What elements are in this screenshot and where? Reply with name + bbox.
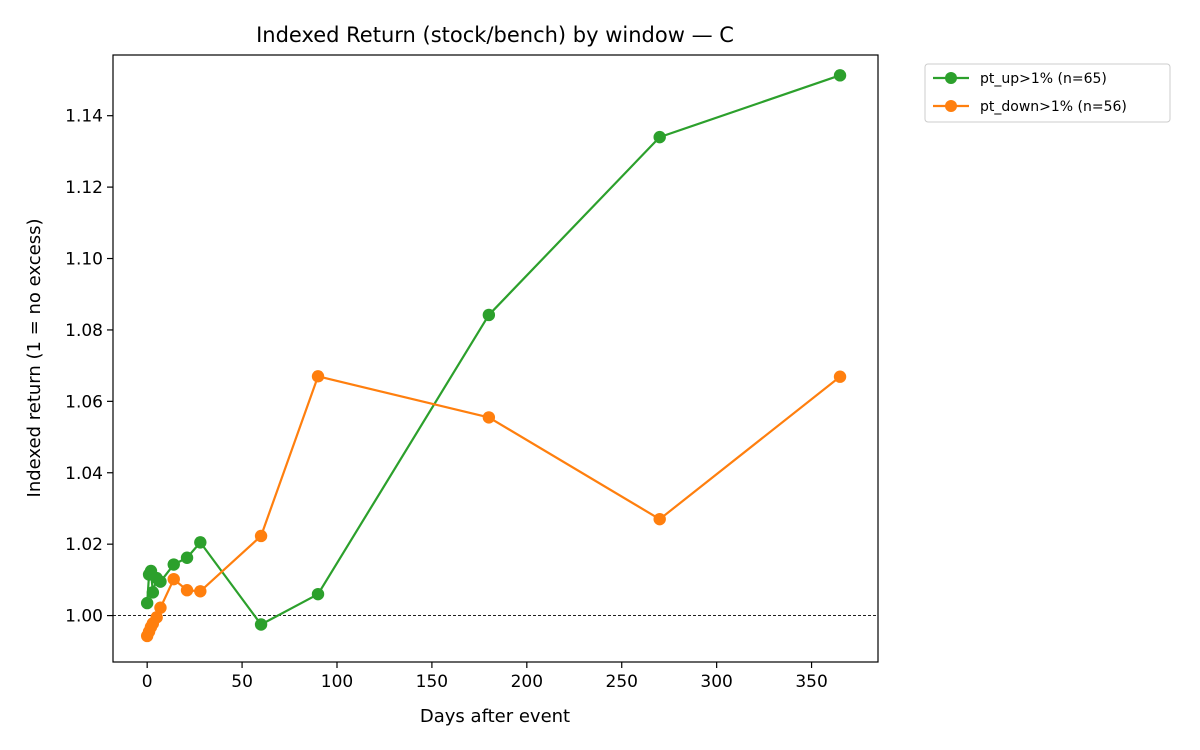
data-point: [167, 558, 180, 571]
data-point: [833, 69, 847, 82]
data-point: [180, 584, 194, 597]
data-point: [311, 587, 325, 601]
x-tick-label: 350: [795, 672, 827, 692]
data-point: [254, 529, 268, 543]
x-tick-label: 0: [142, 672, 153, 692]
legend-marker: [945, 100, 957, 112]
y-tick-label: 1.10: [65, 250, 103, 270]
y-axis-label: Indexed return (1 = no excess): [24, 219, 45, 498]
x-tick-label: 150: [416, 672, 448, 692]
data-point: [150, 611, 163, 624]
legend-box: [924, 63, 1171, 123]
data-point: [482, 308, 496, 322]
y-tick-label: 1.08: [65, 321, 103, 341]
data-point: [154, 601, 167, 614]
y-tick-label: 1.06: [65, 392, 103, 412]
data-point: [194, 536, 207, 549]
data-point: [167, 572, 180, 586]
plot-area: [113, 55, 878, 662]
data-point: [180, 551, 194, 564]
data-point: [482, 411, 496, 424]
x-tick-label: 50: [231, 672, 253, 692]
series-2: [140, 370, 847, 643]
y-tick-label: 1.04: [65, 464, 103, 484]
data-point: [254, 618, 268, 631]
data-point: [194, 585, 207, 598]
legend-label: pt_up>1% (n=65): [980, 71, 1107, 87]
x-tick-label: 300: [700, 672, 732, 692]
y-tick-label: 1.12: [65, 178, 103, 198]
data-point: [140, 596, 154, 610]
data-point: [833, 370, 847, 383]
series-layer: [140, 69, 847, 643]
legend-label: pt_down>1% (n=56): [980, 99, 1127, 115]
x-tick-label: 100: [321, 672, 353, 692]
data-point: [154, 575, 167, 588]
y-tick-label: 1.14: [65, 107, 103, 127]
x-tick-label: 250: [606, 672, 638, 692]
chart-title: Indexed Return (stock/bench) by window —…: [256, 23, 734, 47]
plot-background: [113, 55, 878, 662]
x-tick-label: 200: [511, 672, 543, 692]
y-tick-label: 1.00: [65, 607, 103, 627]
data-point: [146, 586, 160, 599]
series-1: [140, 69, 847, 631]
axes: 0 50 100 150 200 250 300 350 1.00 1.02 1.04 1.06 1.0…: [65, 54, 879, 692]
x-axis-label: Days after event: [420, 706, 570, 727]
legend-marker: [945, 72, 957, 84]
plot-frame: [112, 54, 879, 663]
data-point: [653, 130, 666, 144]
y-tick-label: 1.02: [65, 535, 103, 555]
data-point: [653, 512, 666, 526]
data-point: [311, 370, 325, 383]
legend: pt_up>1% (n=65) pt_down>1% (n=56): [924, 63, 1171, 123]
